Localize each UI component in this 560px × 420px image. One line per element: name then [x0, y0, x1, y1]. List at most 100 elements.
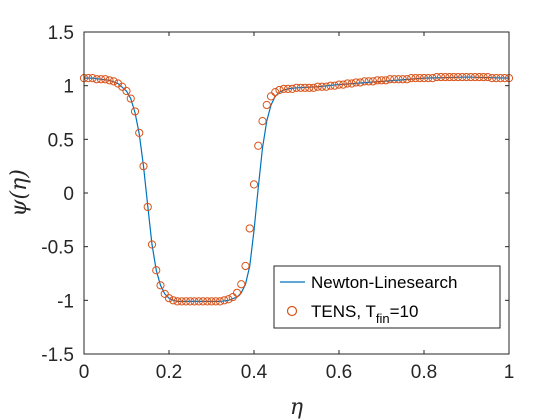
data-point-tens: [139, 162, 148, 171]
data-point-tens: [462, 72, 471, 82]
data-point-tens: [343, 79, 352, 88]
data-point-tens: [118, 82, 127, 91]
data-point-tens: [432, 72, 441, 82]
data-point-tens: [496, 74, 505, 83]
data-point-tens: [445, 72, 454, 82]
data-point-tens: [390, 75, 399, 84]
data-point-tens: [470, 72, 480, 82]
x-axis-label: η: [290, 395, 303, 420]
data-point-tens: [101, 75, 110, 84]
y-tick-label: 0.5: [48, 130, 74, 151]
data-point-tens: [207, 297, 216, 306]
data-point-tens: [203, 297, 212, 306]
data-point-tens: [190, 297, 199, 306]
data-point-tens: [254, 141, 263, 150]
data-point-tens: [186, 297, 195, 306]
data-point-tens: [368, 77, 378, 86]
data-point-tens: [334, 80, 344, 89]
data-point-tens: [258, 116, 267, 126]
data-point-tens: [194, 297, 203, 306]
data-point-tens: [92, 75, 101, 84]
x-tick-label: 0.4: [241, 362, 268, 383]
data-point-tens: [419, 74, 429, 83]
x-tick-label: 0: [79, 362, 90, 383]
x-tick-label: 0.6: [326, 362, 352, 383]
data-point-tens: [466, 72, 475, 82]
data-point-tens: [453, 72, 463, 82]
data-point-tens: [177, 297, 186, 306]
data-point-tens: [198, 297, 208, 306]
data-point-tens: [105, 76, 114, 85]
y-axis-label: ψ(η): [7, 169, 32, 217]
data-point-tens: [126, 94, 135, 103]
data-point-tens: [211, 297, 220, 306]
data-point-tens: [181, 297, 191, 306]
data-point-tens: [283, 84, 293, 93]
data-point-tens: [152, 266, 161, 275]
data-point-tens: [232, 288, 242, 297]
data-point-tens: [164, 294, 174, 303]
x-tick-label: 0.2: [156, 362, 182, 383]
data-point-tens: [402, 75, 412, 84]
data-point-tens: [266, 92, 276, 101]
data-point-tens: [288, 84, 297, 93]
data-point-tens: [249, 180, 259, 189]
data-point-tens: [330, 81, 339, 90]
legend: Newton-Linesearch TENS, Tfin=10: [273, 265, 501, 329]
data-point-tens: [483, 72, 492, 82]
legend-label-newton: Newton-Linesearch: [311, 273, 457, 292]
data-point-tens: [237, 280, 246, 289]
data-point-tens: [475, 72, 484, 82]
data-point-tens: [492, 74, 501, 83]
data-point-tens: [262, 100, 271, 110]
data-point-tens: [385, 75, 395, 84]
data-point-tens: [130, 107, 140, 116]
data-point-tens: [292, 83, 301, 92]
data-point-tens: [313, 82, 322, 91]
x-tick-label: 0.8: [411, 362, 437, 383]
data-point-tens: [356, 78, 365, 87]
data-point-tens: [160, 289, 169, 298]
data-point-tens: [156, 281, 165, 290]
data-point-tens: [377, 76, 386, 85]
data-point-tens: [245, 224, 254, 233]
data-point-tens: [224, 295, 233, 304]
y-tick-label: -1: [57, 291, 74, 312]
data-point-tens: [305, 83, 314, 92]
data-point-tens: [241, 261, 250, 271]
data-point-tens: [271, 88, 280, 97]
data-point-tens: [424, 74, 433, 83]
data-point-tens: [381, 76, 390, 85]
data-point-tens: [300, 83, 310, 92]
data-point-tens: [135, 128, 144, 137]
data-point-tens: [220, 296, 229, 305]
data-point-tens: [436, 72, 446, 82]
data-point-tens: [364, 77, 373, 86]
y-tick-label: -1.5: [41, 345, 74, 366]
legend-marker-swatch: [286, 305, 298, 317]
data-point-tens: [411, 74, 420, 83]
data-point-tens: [317, 82, 327, 91]
data-point-tens: [449, 72, 458, 82]
data-point-tens: [479, 72, 488, 82]
data-point-tens: [394, 75, 403, 84]
data-point-tens: [88, 74, 97, 83]
legend-box: [273, 265, 501, 329]
data-point-tens: [296, 83, 305, 92]
legend-label-tens: TENS, Tfin=10: [311, 302, 418, 326]
data-point-tens: [147, 240, 157, 249]
data-point-tens: [441, 72, 450, 82]
data-point-tens: [373, 76, 382, 85]
y-tick-label: 1.5: [48, 23, 74, 44]
data-point-tens: [275, 85, 284, 95]
legend-label-tens-main: TENS, T: [311, 302, 376, 321]
data-point-tens: [415, 74, 424, 83]
legend-label-tens-sub: fin: [376, 311, 390, 326]
data-point-tens: [84, 74, 93, 83]
data-point-tens: [122, 86, 131, 96]
data-point-tens: [173, 297, 182, 306]
data-point-tens: [347, 79, 356, 88]
data-point-tens: [407, 74, 416, 83]
data-point-tens: [228, 293, 237, 302]
